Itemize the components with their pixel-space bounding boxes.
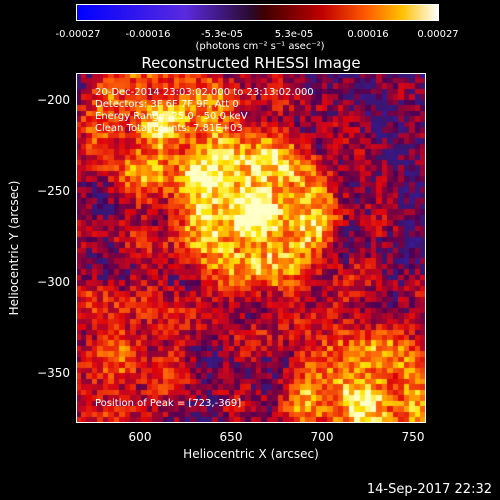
time-range-annotation: 20-Dec-2014 23:03:02.000 to 23:13:02.000 [95, 87, 314, 98]
peak-position-annotation: Position of Peak = [723,-369] [95, 398, 242, 409]
chart-title: Reconstructed RHESSI Image [141, 54, 361, 72]
clean-counts-annotation: Clean Total counts: 7.81E+03 [95, 123, 243, 134]
colorbar-tick-label: 5.3e-05 [274, 29, 314, 40]
x-tick-label: 700 [310, 430, 334, 444]
y-tick-label: −250 [37, 184, 70, 198]
detectors-annotation: Detectors: 3F 6F 7F 9F, Att 0 [95, 99, 239, 110]
y-axis-label: Heliocentric Y (arcsec) [7, 180, 21, 316]
colorbar-tick-label: 0.00016 [347, 29, 389, 40]
x-tick-label: 750 [401, 430, 425, 444]
colorbar-tick-label: -0.00027 [55, 29, 101, 40]
y-tick-label: −300 [37, 275, 70, 289]
colorbar-tick-label: -0.00016 [125, 29, 171, 40]
x-tick-label: 600 [128, 430, 152, 444]
colorbar-unit-label: (photons cm⁻² s⁻¹ asec⁻²) [195, 41, 325, 52]
colorbar-tick-label: 0.00027 [417, 29, 459, 40]
y-tick-label: −200 [37, 93, 70, 107]
colorbar-tick-label: -5.3e-05 [201, 29, 243, 40]
heatmap-image [76, 73, 426, 423]
y-tick-label: −350 [37, 366, 70, 380]
x-axis-label: Heliocentric X (arcsec) [183, 447, 319, 461]
timestamp: 14-Sep-2017 22:32 [366, 482, 492, 497]
energy-range-annotation: Energy Range: 25.0 - 50.0 keV [95, 111, 248, 122]
colorbar [76, 4, 439, 21]
x-tick-label: 650 [219, 430, 243, 444]
